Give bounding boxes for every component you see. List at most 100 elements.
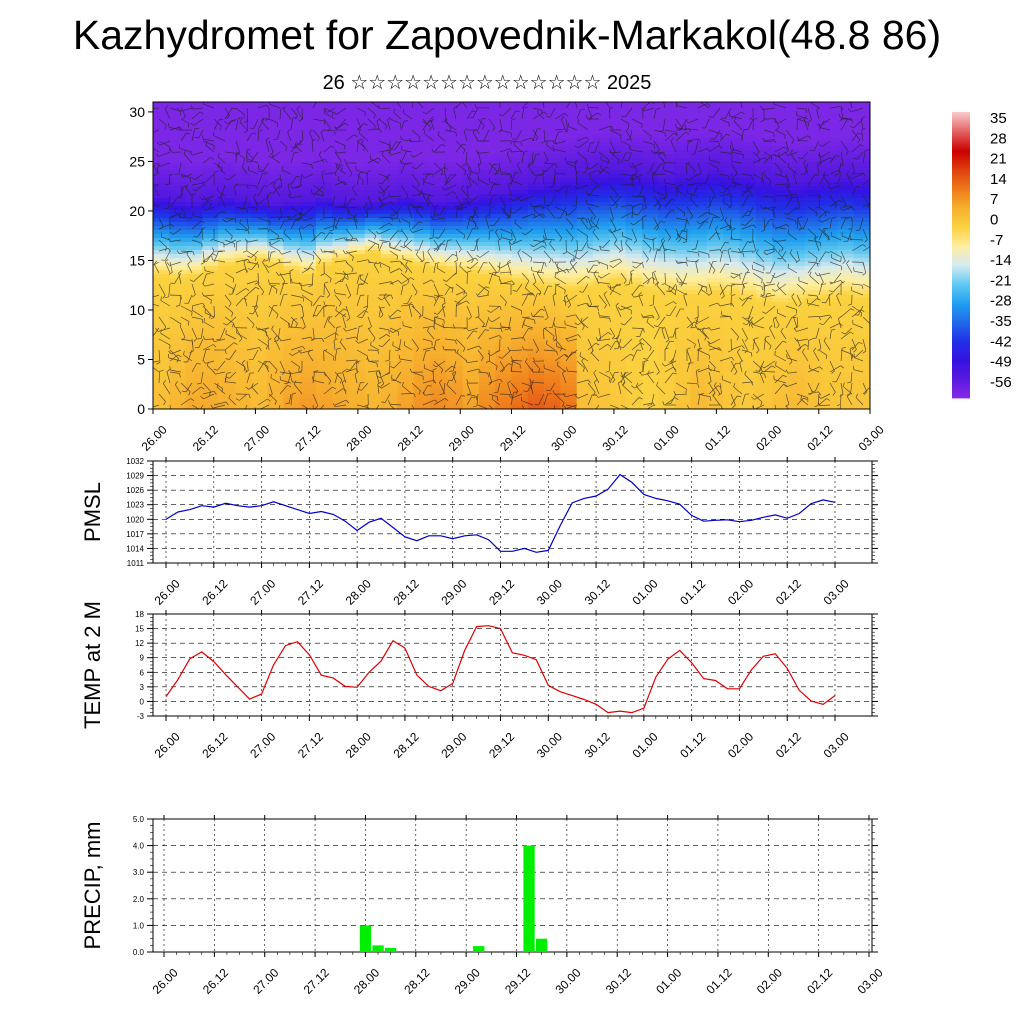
temperature-cell [397, 230, 415, 235]
temperature-cell [788, 338, 806, 343]
temperature-cell [364, 338, 382, 343]
temperature-cell [723, 374, 741, 379]
temperature-cell [641, 402, 659, 407]
wind-barb [345, 162, 353, 174]
wind-barb [389, 260, 401, 263]
wind-barb-flag [330, 145, 335, 149]
temperature-cell [332, 150, 350, 155]
temperature-cell [511, 254, 529, 259]
temperature-cell [641, 282, 659, 287]
temperature-cell [739, 242, 757, 247]
wind-barb [309, 132, 314, 142]
wind-barb-flag [210, 300, 212, 305]
temperature-cell [511, 110, 529, 115]
wind-barb-flag [391, 379, 396, 382]
temperature-cell [560, 350, 578, 355]
temperature-cell [299, 382, 317, 387]
wind-barb-flag [194, 127, 199, 130]
temperature-cell [625, 358, 643, 363]
temperature-cell [267, 242, 284, 247]
temperature-cell [316, 394, 333, 399]
temperature-cell [364, 362, 382, 367]
wind-barb-flag [257, 264, 260, 269]
wind-barb-flag [389, 241, 391, 246]
temperature-cell [804, 162, 822, 167]
wind-barb [153, 303, 160, 307]
temperature-cell [609, 106, 627, 111]
temperature-cell [234, 130, 252, 135]
wind-barb-flag [179, 126, 183, 131]
temperature-cell [853, 206, 870, 211]
temperature-cell [267, 374, 284, 379]
temperature-cell [185, 370, 203, 375]
wind-barb-flag [399, 260, 403, 265]
wind-barb-flag [355, 340, 359, 344]
wind-barb [334, 181, 345, 186]
temperature-cell [495, 350, 513, 355]
temperature-cell [299, 154, 317, 159]
temperature-cell [544, 362, 561, 367]
temperature-cell [299, 354, 317, 359]
temperature-cell [234, 230, 252, 235]
temperature-cell [201, 170, 219, 175]
wind-barb-flag [342, 369, 346, 373]
temperature-cell [772, 114, 790, 119]
wind-barb [400, 272, 410, 281]
temperature-cell [772, 326, 790, 331]
temperature-cell [348, 194, 366, 199]
temperature-cell [821, 338, 838, 343]
temperature-cell [853, 366, 870, 371]
wind-barb-flag [413, 97, 417, 98]
temperature-cell [593, 150, 610, 155]
temperature-cell [593, 114, 610, 119]
temperature-cell [169, 218, 187, 223]
temperature-cell [593, 122, 610, 127]
temperature-cell [169, 262, 187, 267]
temperature-cell [658, 378, 676, 383]
temperature-cell [430, 386, 447, 391]
wind-barb [320, 132, 325, 142]
wind-barb-flag [248, 312, 254, 315]
temperature-cell [690, 182, 708, 187]
temperature-cell [234, 210, 252, 215]
temperature-cell [788, 378, 806, 383]
wind-barb-flag [177, 196, 183, 199]
temperature-cell [641, 326, 659, 331]
temperature-cell [430, 318, 447, 323]
wind-barb-flag [190, 105, 194, 110]
wind-barb-flag [252, 305, 257, 307]
wind-barb-flag [367, 407, 369, 409]
temperature-cell [788, 174, 806, 179]
temperature-cell [397, 386, 415, 391]
temperature-cell [250, 342, 268, 347]
temperature-cell [658, 394, 676, 399]
wind-barb-flag [211, 338, 215, 342]
temperature-cell [267, 370, 284, 375]
temperature-cell [707, 290, 724, 295]
wind-barb [380, 195, 391, 202]
temperature-cell [316, 358, 333, 363]
temperature-cell [658, 238, 676, 243]
temperature-cell [234, 358, 252, 363]
temperature-cell [576, 230, 594, 235]
temperature-cell [430, 338, 447, 343]
temperature-cell [462, 318, 480, 323]
wind-barb-flag [319, 218, 324, 221]
wind-barb [268, 283, 278, 290]
wind-barb [246, 280, 257, 285]
temperature-cell [299, 406, 317, 409]
wind-barb [277, 327, 281, 341]
temperature-cell [153, 114, 170, 119]
temperature-cell [283, 294, 301, 299]
temperature-cell [804, 210, 822, 215]
temperature-cell [739, 346, 757, 351]
wind-barb-flag [261, 291, 265, 296]
temperature-cell [527, 150, 545, 155]
temperature-cell [544, 126, 561, 131]
wind-barb-flag [232, 278, 235, 283]
wind-barb [356, 118, 362, 128]
temperature-cell [397, 366, 415, 371]
temperature-cell [348, 270, 366, 275]
temperature-cell [527, 258, 545, 263]
temperature-cell [201, 310, 219, 315]
